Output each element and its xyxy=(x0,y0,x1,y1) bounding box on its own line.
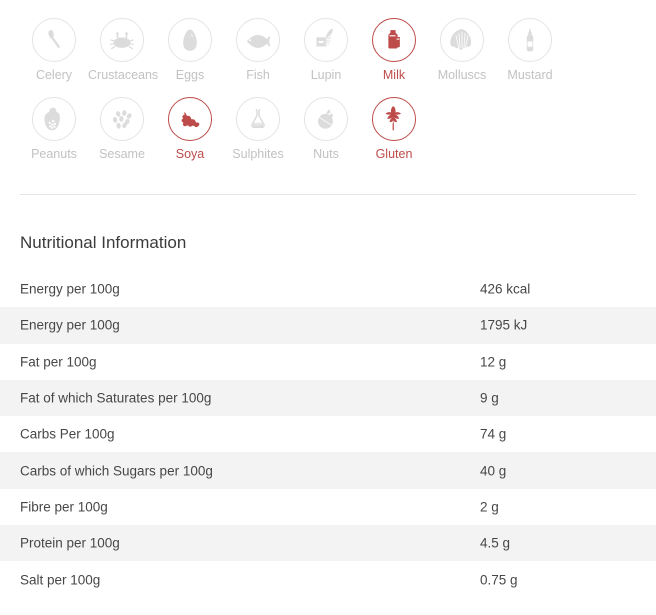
svg-text:SO2: SO2 xyxy=(255,122,262,126)
